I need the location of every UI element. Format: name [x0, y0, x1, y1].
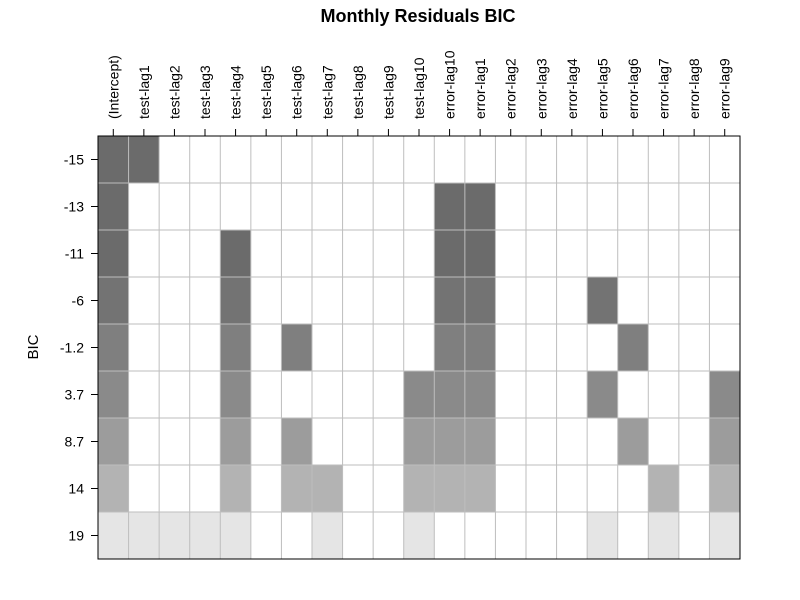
heatmap-cell: [587, 277, 618, 324]
x-tick-label: error-lag2: [503, 58, 519, 119]
heatmap-cell: [312, 512, 343, 559]
heatmap-cell: [312, 465, 343, 512]
heatmap-cell: [464, 324, 496, 371]
x-tick-label: error-lag6: [625, 58, 641, 119]
heatmap-cell: [98, 371, 129, 418]
x-tick-label: test-lag6: [289, 65, 305, 119]
x-tick-label: error-lag8: [686, 58, 702, 119]
x-tick-label: test-lag8: [350, 65, 366, 119]
heatmap-cell: [98, 512, 129, 559]
x-tick-label: test-lag9: [380, 65, 396, 119]
heatmap-cell: [220, 465, 251, 512]
heatmap-cell: [464, 418, 496, 465]
y-tick-label: -13: [64, 199, 84, 215]
heatmap-cell: [709, 512, 740, 559]
x-tick-label: test-lag1: [136, 65, 152, 119]
heatmap-cell: [434, 230, 465, 277]
heatmap-cell: [403, 512, 435, 559]
y-axis-label: BIC: [25, 334, 42, 359]
x-tick-label: test-lag10: [411, 57, 427, 119]
y-tick-label: 19: [68, 528, 84, 544]
heatmap-cell: [98, 136, 129, 183]
heatmap-cell: [434, 371, 465, 418]
heatmap-cell: [128, 136, 160, 183]
heatmap-cell: [709, 418, 740, 465]
y-tick-label: 8.7: [65, 434, 85, 450]
heatmap-cell: [434, 418, 465, 465]
y-tick-label: 14: [68, 481, 84, 497]
heatmap-cell: [128, 512, 160, 559]
y-tick-label: -11: [65, 246, 84, 262]
heatmap-cell: [464, 277, 496, 324]
y-axis: -15 -13 -11 -6 -1.2 3.7 8.7 14 19: [60, 152, 98, 544]
x-tick-label: error-lag4: [564, 58, 580, 119]
heatmap-cell: [648, 512, 679, 559]
y-tick-label: -15: [64, 152, 84, 168]
gridlines: [98, 136, 740, 559]
heatmap-cell: [464, 230, 496, 277]
heatmap-cell: [464, 371, 496, 418]
x-tick-label: error-lag10: [442, 50, 458, 119]
heatmap-cell: [98, 183, 129, 230]
heatmap-cell: [464, 183, 496, 230]
heatmap-cell: [648, 465, 679, 512]
x-axis: (Intercept) test-lag1 test-lag2 test-lag3 te…: [105, 50, 733, 136]
heatmap-cell: [281, 324, 312, 371]
heatmap-cell: [98, 324, 129, 371]
heatmap-cell: [220, 418, 251, 465]
x-tick-label: (Intercept): [105, 55, 121, 119]
heatmap-cell: [403, 418, 435, 465]
heatmap-cell: [220, 277, 251, 324]
x-tick-label: error-lag1: [472, 58, 488, 119]
heatmap-cell: [220, 371, 251, 418]
heatmap-cell: [434, 324, 465, 371]
heatmap-cell: [281, 418, 312, 465]
y-tick-label: -1.2: [60, 340, 84, 356]
x-tick-label: error-lag5: [594, 58, 610, 119]
chart-title: Monthly Residuals BIC: [320, 6, 515, 26]
y-tick-label: 3.7: [65, 387, 85, 403]
heatmap-cell: [220, 512, 251, 559]
heatmap-cell: [220, 230, 251, 277]
heatmap-cell: [617, 324, 649, 371]
heatmap-cell: [220, 324, 251, 371]
heatmap-cell: [617, 418, 649, 465]
x-tick-label: test-lag7: [319, 65, 335, 119]
heatmap-cell: [587, 512, 618, 559]
heatmap-cell: [434, 277, 465, 324]
heatmap-cell: [434, 183, 465, 230]
heatmap-cell: [709, 465, 740, 512]
x-tick-label: test-lag2: [166, 65, 182, 119]
heatmap-cell: [98, 277, 129, 324]
x-tick-label: test-lag4: [228, 65, 244, 119]
heatmap-cells: [98, 136, 740, 559]
x-tick-label: test-lag3: [197, 65, 213, 119]
heatmap-cell: [98, 418, 129, 465]
x-tick-label: test-lag5: [258, 65, 274, 119]
heatmap-cell: [159, 512, 190, 559]
heatmap-cell: [189, 512, 221, 559]
heatmap-cell: [434, 465, 465, 512]
heatmap-cell: [281, 465, 312, 512]
heatmap-cell: [587, 371, 618, 418]
x-tick-label: error-lag3: [533, 58, 549, 119]
heatmap-cell: [709, 371, 740, 418]
heatmap-cell: [403, 465, 435, 512]
heatmap-cell: [464, 465, 496, 512]
y-tick-label: -6: [72, 293, 85, 309]
x-tick-label: error-lag7: [656, 58, 672, 119]
heatmap-cell: [98, 465, 129, 512]
x-tick-label: error-lag9: [717, 58, 733, 119]
heatmap-cell: [403, 371, 435, 418]
heatmap-cell: [98, 230, 129, 277]
